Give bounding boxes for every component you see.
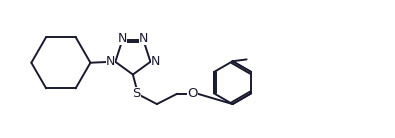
Text: N: N	[106, 55, 115, 68]
Text: N: N	[150, 55, 160, 68]
Text: O: O	[188, 87, 198, 100]
Text: N: N	[139, 32, 149, 45]
Text: N: N	[117, 32, 127, 45]
Text: S: S	[132, 87, 141, 100]
